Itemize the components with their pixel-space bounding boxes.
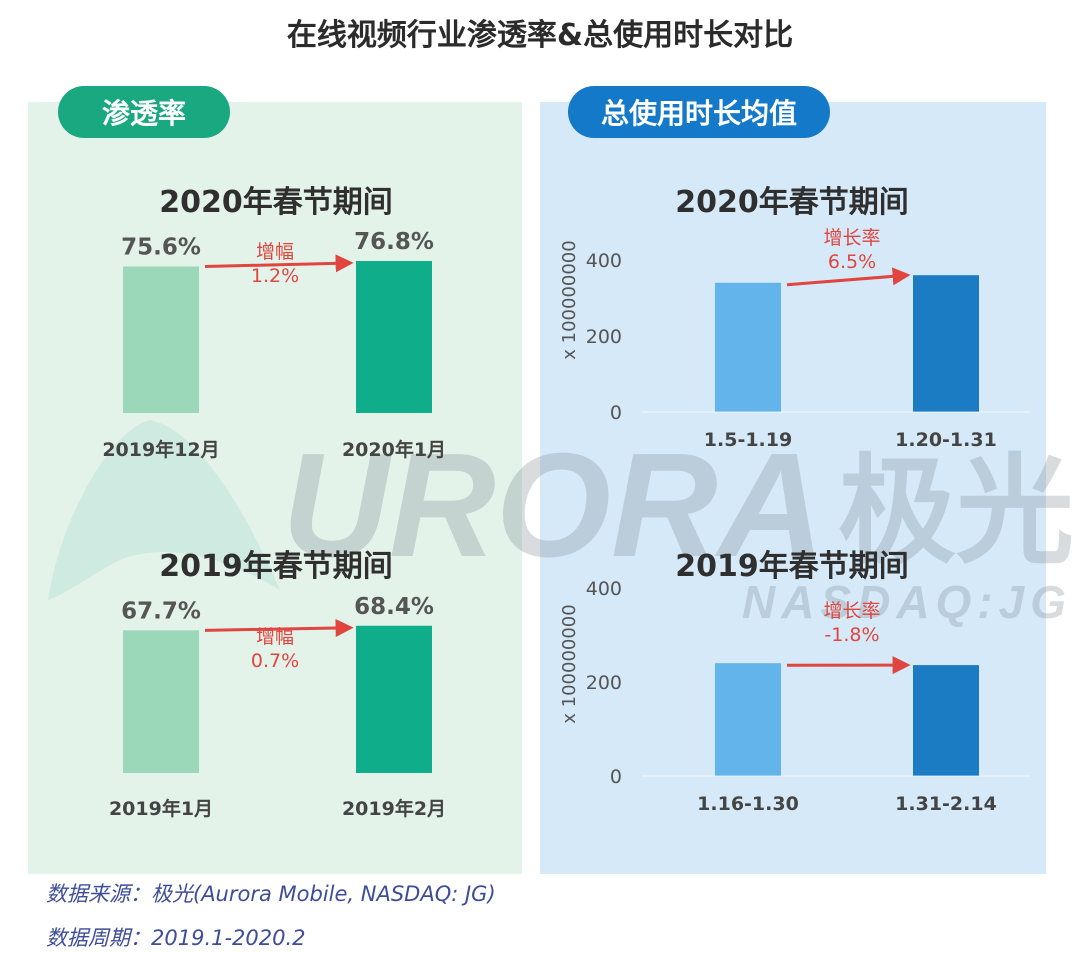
chart-3-annotation-label: 增长率 <box>823 600 880 622</box>
chart-0-growth-arrow <box>204 254 354 273</box>
data-period-line: 数据周期：2019.1-2020.2 <box>46 922 306 952</box>
penetration-section-badge: 渗透率 <box>58 86 230 138</box>
chart-3-category-label-1: 1.31-2.14 <box>895 793 997 815</box>
chart-1-title: 2019年春节期间 <box>159 549 393 584</box>
data-source-label: 数据来源： <box>46 882 151 906</box>
page-title: 在线视频行业渗透率&总使用时长对比 <box>286 18 794 53</box>
chart-3-ytick-2: 400 <box>586 578 622 600</box>
chart-1-growth-arrow <box>204 619 354 638</box>
chart-2-title: 2020年春节期间 <box>675 185 909 220</box>
chart-1-category-label-0: 2019年1月 <box>109 797 213 820</box>
chart-0-value-label-1: 76.8% <box>354 229 434 255</box>
chart-0-category-label-0: 2019年12月 <box>102 438 219 461</box>
chart-0-bar-0 <box>123 266 199 413</box>
chart-2-bar-1 <box>913 275 979 412</box>
chart-0-annotation-label: 增幅 <box>256 241 294 263</box>
data-period-value: 2019.1-2020.2 <box>151 926 306 950</box>
chart-3-ytick-1: 200 <box>586 672 622 694</box>
chart-1-bar-0 <box>123 630 199 773</box>
chart-1-value-label-1: 68.4% <box>354 594 434 620</box>
chart-0-annotation-value: 1.2% <box>251 265 299 287</box>
chart-2-ytick-1: 200 <box>586 326 622 348</box>
chart-3-title: 2019年春节期间 <box>675 549 909 584</box>
chart-3-category-label-0: 1.16-1.30 <box>697 793 799 815</box>
chart-2-growth-arrow <box>786 267 911 287</box>
chart-2-annotation-value: 6.5% <box>828 251 876 273</box>
chart-3-bar-0 <box>715 663 781 776</box>
chart-1-annotation-value: 0.7% <box>251 650 299 672</box>
chart-0-category-label-1: 2020年1月 <box>342 438 446 461</box>
data-source-line: 数据来源：极光(Aurora Mobile, NASDAQ: JG) <box>46 878 496 908</box>
chart-0-value-label-0: 75.6% <box>121 235 201 261</box>
chart-3-ytick-0: 0 <box>610 766 622 788</box>
data-source-value: 极光(Aurora Mobile, NASDAQ: JG) <box>151 882 496 906</box>
chart-2-ytick-2: 400 <box>586 250 622 272</box>
chart-2-y-axis-label: x 100000000 <box>559 240 580 359</box>
chart-1-annotation-label: 增幅 <box>256 626 294 648</box>
data-period-label: 数据周期： <box>46 926 151 950</box>
chart-2-ytick-0: 0 <box>610 402 622 424</box>
chart-2-annotation-label: 增长率 <box>823 227 880 249</box>
chart-3-bar-1 <box>913 665 979 776</box>
penetration-panel <box>28 102 522 874</box>
chart-2-category-label-0: 1.5-1.19 <box>704 429 792 451</box>
usage-section-badge: 总使用时长均值 <box>568 86 830 138</box>
chart-0-title: 2020年春节期间 <box>159 185 393 220</box>
chart-3-y-axis-label: x 100000000 <box>559 604 580 723</box>
chart-1-bar-1 <box>356 625 432 773</box>
chart-1-value-label-0: 67.7% <box>121 598 201 624</box>
chart-0-bar-1 <box>356 261 432 413</box>
chart-2-bar-0 <box>715 282 781 412</box>
chart-3-annotation-value: -1.8% <box>824 624 879 646</box>
chart-2-category-label-1: 1.20-1.31 <box>895 429 997 451</box>
chart-1-category-label-1: 2019年2月 <box>342 797 446 820</box>
